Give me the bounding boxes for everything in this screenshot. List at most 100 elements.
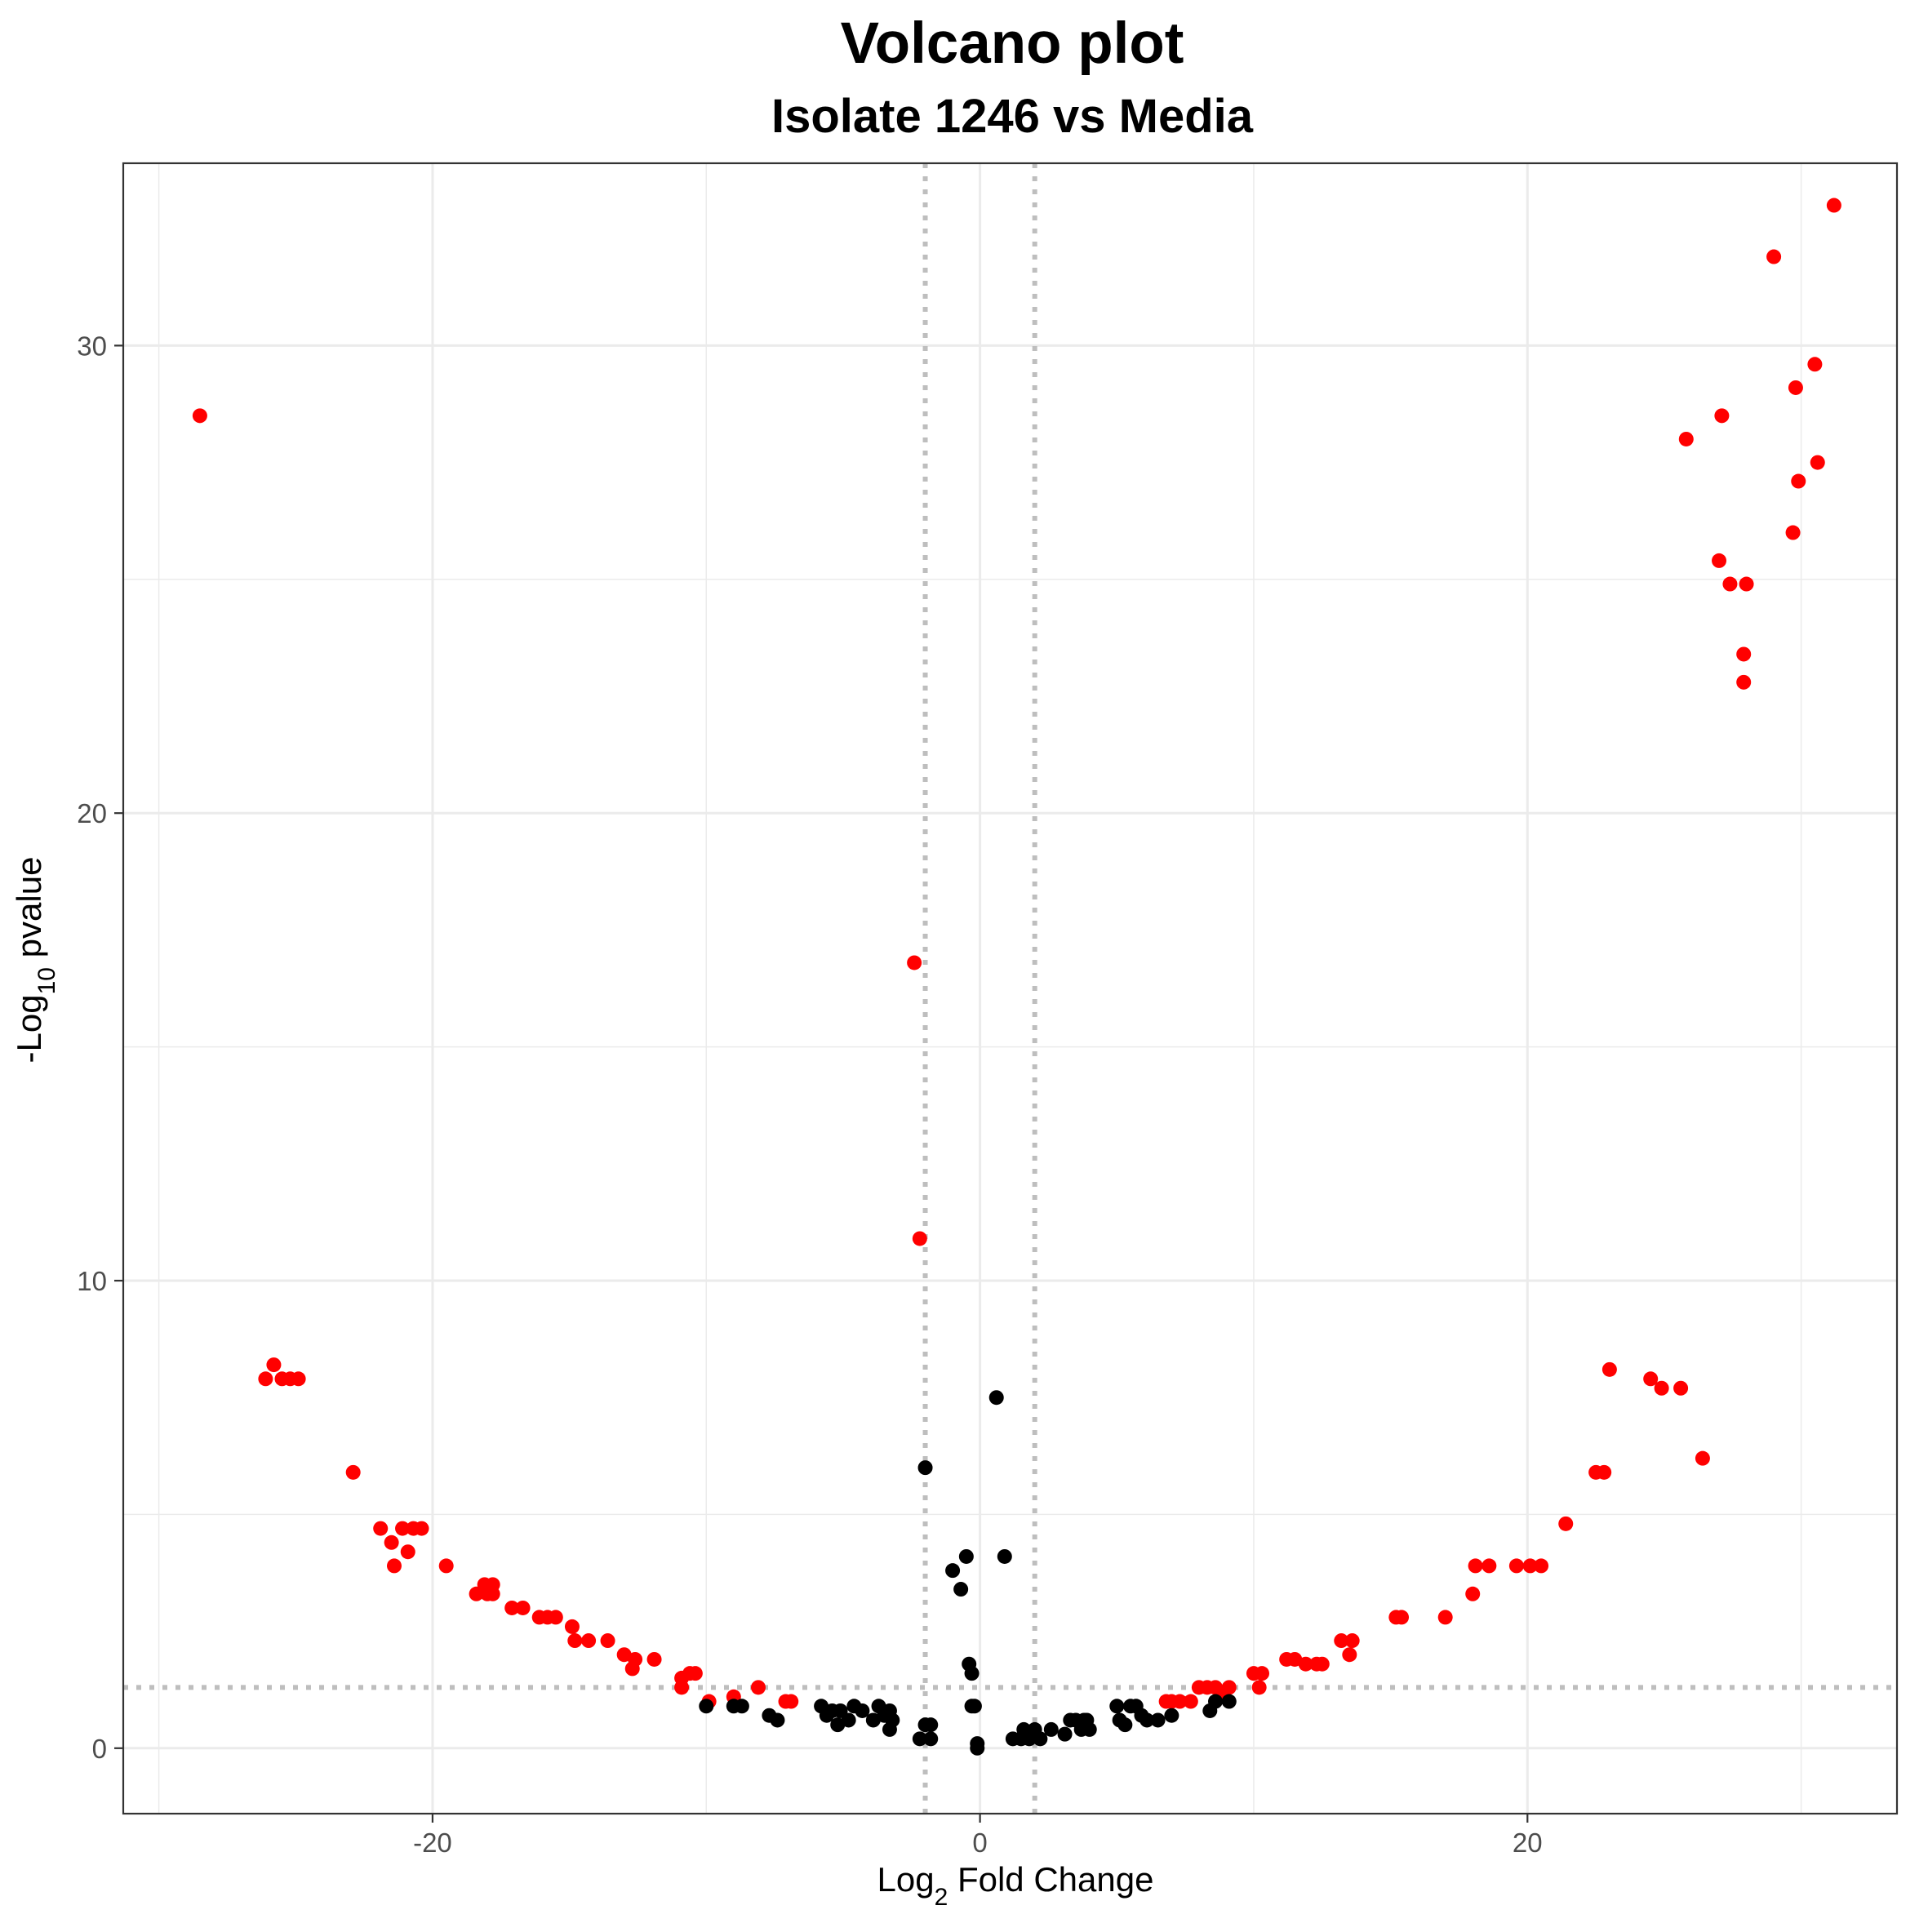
y-axis-label: -Log10 pvalue: [10, 857, 60, 1064]
significant-point: [1597, 1464, 1612, 1480]
significant-point: [1221, 1680, 1237, 1695]
significant-point: [1482, 1558, 1497, 1574]
panel-border: [122, 162, 1899, 1815]
significant-point: [395, 1521, 411, 1536]
significant-point: [485, 1586, 500, 1601]
significant-point: [1508, 1558, 1524, 1574]
non-significant-point: [1150, 1712, 1166, 1728]
non-significant-point: [923, 1731, 939, 1747]
non-significant-point: [841, 1712, 856, 1728]
significant-point: [907, 955, 922, 970]
significant-point: [291, 1371, 306, 1387]
significant-point: [1712, 553, 1727, 568]
non-significant-point: [1221, 1694, 1237, 1709]
non-significant-point: [953, 1582, 969, 1597]
significant-point: [504, 1600, 520, 1615]
non-significant-point: [1082, 1721, 1097, 1737]
x-tick-label: 0: [972, 1828, 987, 1858]
significant-point: [1558, 1516, 1574, 1531]
significant-point: [1255, 1666, 1270, 1681]
non-significant-point: [885, 1712, 900, 1728]
non-significant-point: [997, 1548, 1012, 1564]
significant-point: [548, 1610, 563, 1625]
chart-subtitle: Isolate 1246 vs Media: [771, 90, 1254, 143]
significant-point: [1298, 1656, 1313, 1672]
significant-point: [400, 1544, 415, 1560]
x-tick-label: -20: [413, 1828, 452, 1858]
significant-point: [1468, 1558, 1483, 1574]
significant-point: [438, 1558, 454, 1574]
significant-point: [384, 1534, 399, 1550]
significant-point: [1673, 1380, 1689, 1396]
non-significant-point: [1117, 1717, 1133, 1733]
significant-point: [1251, 1680, 1267, 1695]
y-tick-label: 0: [92, 1734, 107, 1764]
y-axis-ticks: 0 10 20 30: [77, 331, 123, 1764]
non-significant-point: [770, 1712, 785, 1728]
significant-point: [1344, 1633, 1360, 1649]
significant-point: [258, 1371, 273, 1387]
significant-point: [1791, 473, 1806, 489]
significant-point: [1534, 1558, 1549, 1574]
non-significant-point: [988, 1390, 1004, 1406]
x-tick-label: 20: [1513, 1828, 1543, 1858]
x-axis-label-subscript: 2: [935, 1884, 948, 1911]
significant-point: [386, 1558, 402, 1574]
y-axis-label-suffix: pvalue: [10, 857, 48, 967]
non-significant-point: [734, 1699, 749, 1714]
non-significant-point: [917, 1460, 933, 1476]
non-significant-point: [964, 1666, 980, 1681]
threshold-layer: [123, 163, 1897, 1814]
significant-point: [564, 1619, 580, 1634]
significant-point: [912, 1231, 927, 1246]
non-significant-point: [1139, 1712, 1155, 1728]
y-tick-label: 30: [77, 331, 107, 361]
significant-point: [1766, 249, 1782, 264]
significant-point: [1465, 1586, 1481, 1601]
non-significant-point: [1043, 1721, 1059, 1737]
non-significant-point: [923, 1717, 939, 1733]
significant-point: [266, 1357, 282, 1373]
y-axis-label-prefix: -Log: [10, 994, 48, 1063]
significant-point: [1654, 1380, 1669, 1396]
significant-point: [1314, 1656, 1330, 1672]
non-significant-point: [699, 1699, 714, 1714]
significant-point: [1394, 1610, 1410, 1625]
significant-point: [646, 1651, 662, 1667]
significant-point: [1172, 1694, 1188, 1709]
significant-point: [1437, 1610, 1453, 1625]
significant-point: [1722, 576, 1738, 592]
non-significant-point: [1109, 1699, 1125, 1714]
x-axis-label-prefix: Log: [877, 1860, 935, 1899]
significant-point: [1714, 408, 1730, 424]
y-axis-label-subscript: 10: [33, 967, 60, 994]
non-significant-point: [958, 1548, 974, 1564]
significant-point: [750, 1680, 766, 1695]
non-significant-point: [1208, 1694, 1224, 1709]
significant-point: [1739, 576, 1754, 592]
grid-layer: [123, 163, 1897, 1814]
significant-point: [1826, 198, 1841, 213]
significant-point: [1807, 357, 1823, 372]
significant-point: [784, 1694, 799, 1709]
non-significant-point: [966, 1699, 982, 1714]
significant-point: [687, 1666, 703, 1681]
significant-point: [373, 1521, 389, 1536]
points-layer: [192, 198, 1841, 1756]
significant-point: [567, 1633, 583, 1649]
significant-point: [345, 1464, 361, 1480]
significant-point: [1736, 646, 1752, 662]
x-axis-label-suffix: Fold Change: [948, 1860, 1153, 1899]
x-axis-ticks: -20 0 20: [413, 1814, 1543, 1858]
chart-title: Volcano plot: [841, 11, 1184, 76]
significant-point: [1643, 1371, 1659, 1387]
significant-point: [1810, 455, 1825, 470]
non-significant-point: [1164, 1708, 1179, 1723]
significant-point: [1601, 1361, 1617, 1377]
non-significant-point: [1057, 1726, 1073, 1742]
significant-point: [1788, 380, 1803, 395]
non-significant-point: [855, 1703, 870, 1718]
significant-point: [1334, 1633, 1349, 1649]
